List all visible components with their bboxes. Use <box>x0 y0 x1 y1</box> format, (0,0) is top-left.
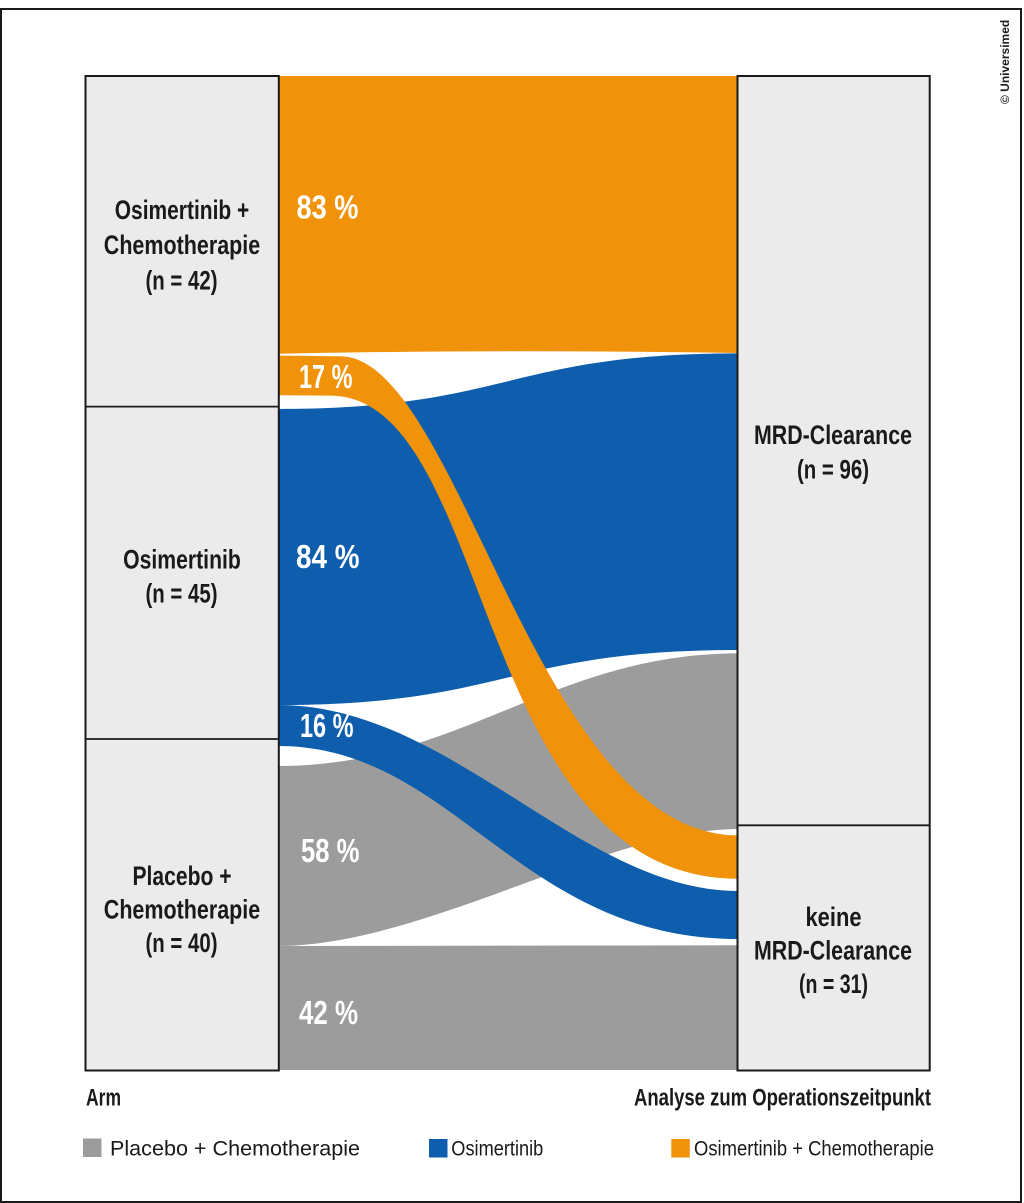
svg-text:Osimertinib: Osimertinib <box>123 544 241 574</box>
svg-text:Chemotherapie: Chemotherapie <box>104 895 260 925</box>
svg-text:Analyse zum Operationszeitpunk: Analyse zum Operationszeitpunkt <box>634 1084 931 1111</box>
svg-text:17 %: 17 % <box>299 359 353 396</box>
svg-text:Chemotherapie: Chemotherapie <box>104 230 260 260</box>
svg-text:© Universimed: © Universimed <box>998 20 1012 104</box>
svg-text:Osimertinib +: Osimertinib + <box>115 195 250 225</box>
svg-text:Arm: Arm <box>86 1084 121 1111</box>
svg-text:(n = 42): (n = 42) <box>146 265 218 295</box>
svg-text:84 %: 84 % <box>296 539 360 576</box>
svg-text:42 %: 42 % <box>299 995 358 1032</box>
svg-text:Osimertinib: Osimertinib <box>451 1138 543 1161</box>
svg-text:16 %: 16 % <box>300 708 354 745</box>
svg-text:keine: keine <box>806 902 862 932</box>
svg-text:Osimertinib + Chemotherapie: Osimertinib + Chemotherapie <box>694 1138 934 1161</box>
svg-text:(n = 45): (n = 45) <box>146 579 218 609</box>
svg-text:Placebo + Chemotherapie: Placebo + Chemotherapie <box>110 1138 360 1161</box>
svg-text:Placebo +: Placebo + <box>133 861 232 891</box>
svg-text:(n = 40): (n = 40) <box>146 928 218 958</box>
svg-text:MRD-Clearance: MRD-Clearance <box>754 420 912 450</box>
svg-text:MRD-Clearance: MRD-Clearance <box>754 936 912 966</box>
svg-text:58 %: 58 % <box>301 833 360 870</box>
svg-text:(n = 31): (n = 31) <box>799 969 868 999</box>
svg-text:83 %: 83 % <box>297 190 359 227</box>
svg-text:(n = 96): (n = 96) <box>797 455 869 485</box>
